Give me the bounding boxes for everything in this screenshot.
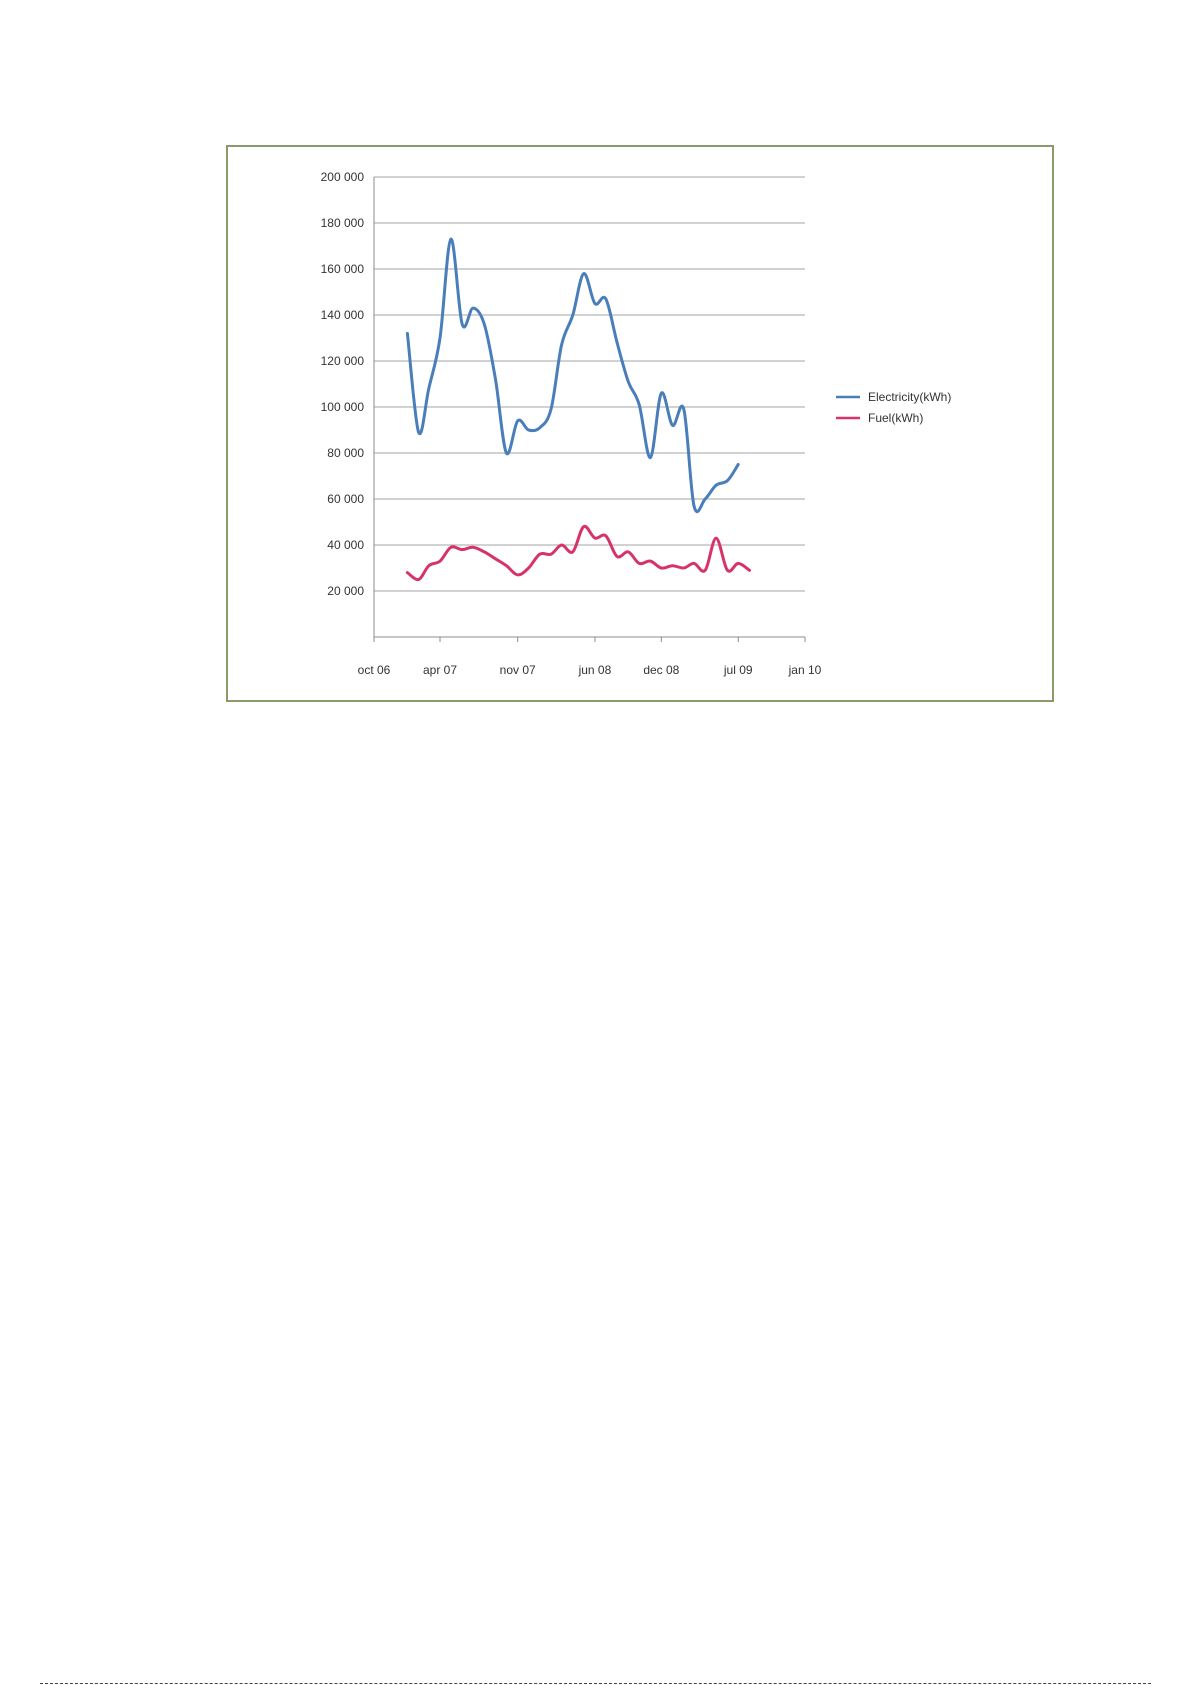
y-axis-tick-labels: 20 000 40 000 60 000 80 000 100 000 120 000 14… (321, 170, 365, 598)
series-line-fuel (405, 524, 751, 582)
x-axis-tick-labels: oct 06 apr 07 nov 07 jun 08 dec 08 jul 09 jan … (358, 663, 822, 677)
x-tick-label: jul 09 (723, 663, 753, 677)
gridlines (374, 176, 805, 592)
x-tick-label: jan 10 (788, 663, 822, 677)
chart-frame: 20 000 40 000 60 000 80 000 100 000 120 000 14… (226, 145, 1054, 702)
y-tick-label: 120 000 (321, 354, 365, 368)
x-tick-label: dec 08 (643, 663, 679, 677)
y-tick-label: 200 000 (321, 170, 365, 184)
legend-label-electricity: Electricity(kWh) (868, 390, 951, 404)
x-tick-label: jun 08 (578, 663, 612, 677)
y-tick-label: 40 000 (327, 538, 364, 552)
axes (373, 177, 806, 642)
series-line-electricity (405, 237, 740, 514)
y-tick-label: 180 000 (321, 216, 365, 230)
page-footer-rule (40, 1683, 1151, 1684)
series-lines (405, 237, 751, 582)
y-tick-label: 160 000 (321, 262, 365, 276)
legend: Electricity(kWh) Fuel(kWh) (836, 390, 951, 425)
y-tick-label: 140 000 (321, 308, 365, 322)
y-tick-label: 80 000 (327, 446, 364, 460)
y-tick-label: 100 000 (321, 400, 365, 414)
legend-label-fuel: Fuel(kWh) (868, 411, 923, 425)
x-tick-label: nov 07 (500, 663, 536, 677)
x-tick-label: oct 06 (358, 663, 391, 677)
y-tick-label: 60 000 (327, 492, 364, 506)
line-chart: 20 000 40 000 60 000 80 000 100 000 120 000 14… (321, 170, 952, 677)
x-tick-label: apr 07 (423, 663, 457, 677)
y-tick-label: 20 000 (327, 584, 364, 598)
